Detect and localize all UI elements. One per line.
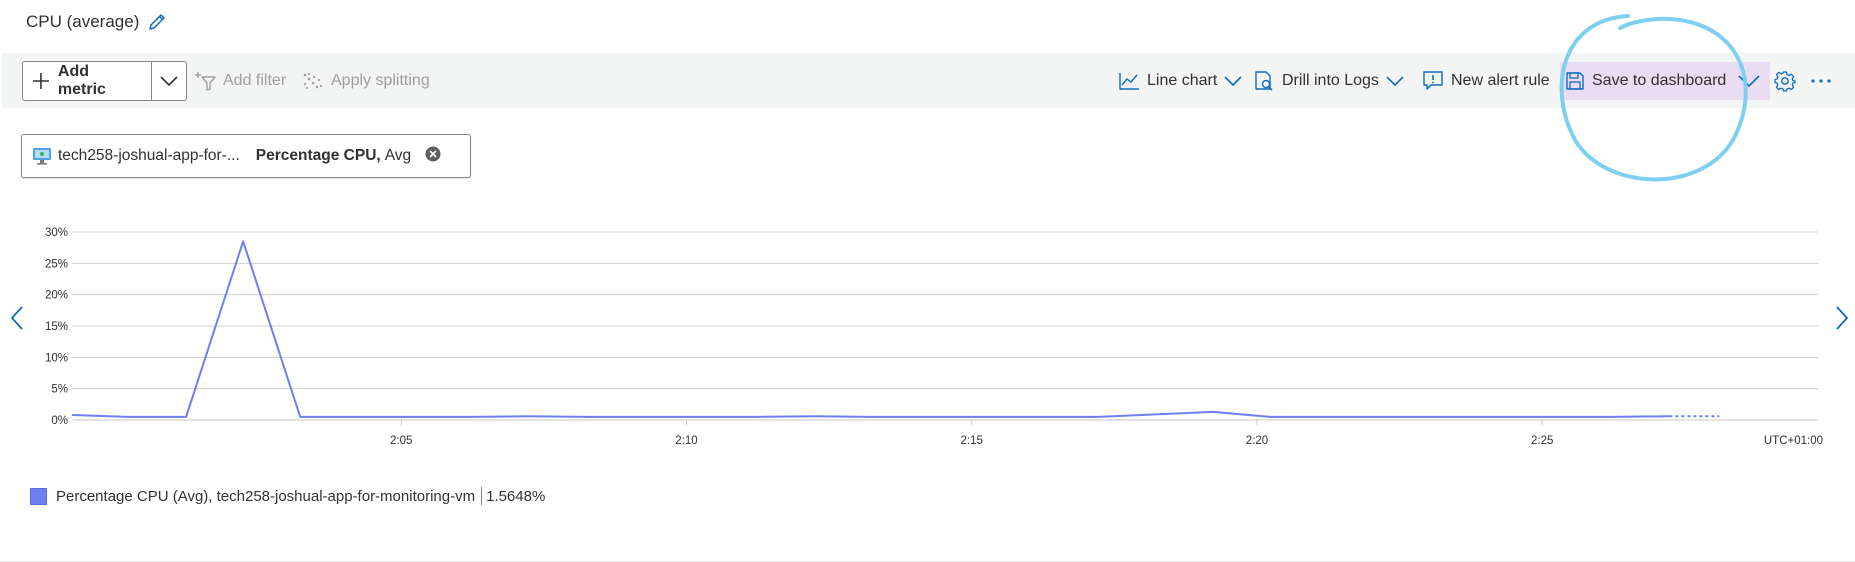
drill-into-logs-label: Drill into Logs: [1282, 72, 1379, 89]
ellipsis-icon: [1811, 79, 1831, 83]
add-metric-dropdown-button[interactable]: [152, 62, 186, 100]
remove-metric-close-icon[interactable]: [425, 146, 441, 167]
alert-icon: [1423, 71, 1443, 90]
chart-settings-button[interactable]: [1774, 63, 1796, 99]
add-metric-button[interactable]: Add metric: [23, 62, 153, 100]
save-to-dashboard-dropdown[interactable]: [1738, 63, 1760, 99]
drill-into-logs-dropdown[interactable]: Drill into Logs: [1253, 63, 1404, 99]
save-to-dashboard-button[interactable]: Save to dashboard: [1565, 63, 1726, 99]
y-tick-label: 15%: [45, 321, 68, 333]
save-to-dashboard-label: Save to dashboard: [1592, 72, 1727, 89]
x-tick-label: 2:25: [1531, 435, 1553, 447]
add-filter-button[interactable]: Add filter: [194, 63, 286, 99]
logs-icon: [1255, 71, 1273, 91]
metric-pill-metric: Percentage CPU,: [255, 147, 381, 164]
legend-series-label: Percentage CPU (Avg), tech258-joshual-ap…: [56, 487, 476, 505]
cpu-line-chart: 0% 5% 10% 15% 20% 25% 30% 2:05 2:10 2:15 2:20 2:25…: [45, 227, 1823, 447]
filter-plus-icon: [195, 72, 216, 91]
add-metric-label: Add metric: [57, 63, 106, 98]
x-tick-label: 2:20: [1246, 435, 1268, 447]
new-alert-rule-label: New alert rule: [1451, 72, 1550, 89]
y-tick-label: 20%: [45, 290, 68, 302]
legend-series-value: 1.5648%: [486, 487, 546, 505]
plus-icon: [32, 73, 49, 89]
chart-x-ticks: 2:05 2:10 2:15 2:20 2:25: [390, 420, 1553, 447]
chart-legend[interactable]: Percentage CPU (Avg), tech258-joshual-ap…: [30, 487, 545, 505]
chart-gridlines: [72, 231, 1818, 421]
x-tick-label: 2:05: [390, 435, 412, 447]
y-tick-label: 10%: [45, 352, 68, 364]
chart-title-row: CPU (average): [26, 12, 167, 32]
gear-icon: [1774, 71, 1796, 92]
chart-timezone-label: UTC+01:00: [1764, 435, 1823, 447]
splitting-icon: [303, 72, 323, 90]
new-alert-rule-button[interactable]: New alert rule: [1422, 63, 1550, 99]
chevron-down-icon: [160, 76, 178, 87]
y-tick-label: 0%: [51, 415, 68, 427]
chart-nav-next-chevron-right-icon[interactable]: [1835, 305, 1849, 336]
legend-separator: [481, 487, 483, 505]
chart-y-ticks: 0% 5% 10% 15% 20% 25% 30%: [45, 227, 68, 427]
virtual-machine-icon: [33, 148, 51, 165]
x-tick-label: 2:15: [961, 435, 983, 447]
y-tick-label: 25%: [45, 258, 68, 270]
more-options-button[interactable]: [1810, 63, 1832, 99]
chevron-down-icon: [1738, 75, 1760, 88]
chart-series: [71, 240, 1720, 418]
apply-splitting-label: Apply splitting: [331, 72, 430, 89]
y-tick-label: 30%: [45, 227, 68, 239]
chart-title: CPU (average): [26, 12, 140, 31]
save-icon: [1566, 72, 1584, 90]
line-chart-icon: [1119, 73, 1139, 90]
chevron-down-icon: [1224, 76, 1242, 87]
line-chart-dropdown[interactable]: Line chart: [1118, 63, 1242, 99]
chart-toolbar: Add metric Add filter Apply splitting Li…: [2, 53, 1855, 108]
apply-splitting-button[interactable]: Apply splitting: [302, 63, 430, 99]
line-chart-label: Line chart: [1147, 72, 1218, 89]
x-tick-label: 2:10: [675, 435, 697, 447]
chevron-down-icon: [1386, 76, 1404, 87]
metric-pill-aggregation: Avg: [384, 147, 412, 164]
metric-pill-resource: tech258-joshual-app-for-...: [58, 147, 240, 164]
edit-title-pencil-icon[interactable]: [147, 12, 167, 32]
chart-nav-prev-chevron-left-icon[interactable]: [10, 305, 24, 336]
series-line[interactable]: [71, 240, 1670, 418]
add-filter-label: Add filter: [223, 72, 287, 89]
add-metric-split-button: Add metric: [22, 61, 187, 101]
legend-color-swatch: [30, 487, 47, 505]
metric-pill[interactable]: tech258-joshual-app-for-... Percentage C…: [21, 134, 471, 178]
y-tick-label: 5%: [51, 384, 68, 396]
